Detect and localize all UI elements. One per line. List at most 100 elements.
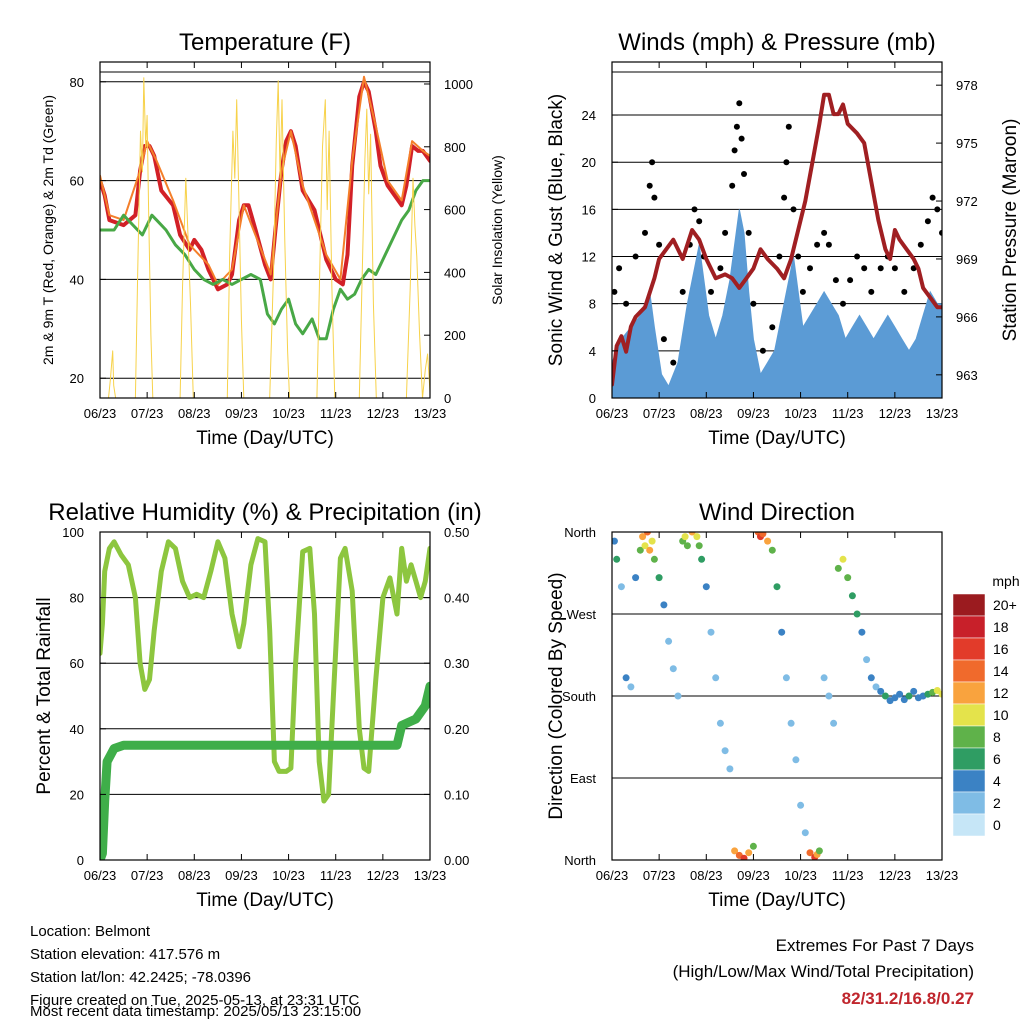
winds-series-1-point [840,300,846,307]
winds-series-1-point [717,265,724,272]
winds-series-1-point [623,300,630,307]
colorbar-swatch [952,725,986,749]
colorbar-label: 8 [993,729,1001,745]
colorbar-label: 20+ [993,597,1017,613]
direction-point [792,756,800,764]
winds-series-1-point [612,288,618,295]
colorbar-swatch [952,659,986,683]
direction-point [613,555,621,563]
winds-series-1-point [891,265,898,272]
humidity-y-tick-label: 20 [70,787,84,802]
direction-point [848,592,856,600]
extremes-subtitle: (High/Low/Max Wind/Total Precipitation) [672,962,974,981]
direction-point [726,765,734,773]
direction-x-tick-label: 07/23 [643,868,676,883]
winds-series-1-point [783,159,790,166]
humidity-x-tick-label: 13/23 [414,868,447,883]
direction-point [731,847,739,855]
winds-y2-tick-label: 966 [956,310,978,325]
direction-point [655,574,663,582]
winds-series-1-point [741,171,747,177]
direction-point [707,628,715,636]
winds-series-1-point [861,265,868,272]
winds-y-tick-label: 24 [582,108,596,123]
direction-point [636,546,644,554]
winds-y-tick-label: 0 [589,391,596,406]
winds-series-1-point [722,229,729,236]
direction-point [669,665,677,673]
temperature-y-tick-label: 60 [70,174,84,189]
winds-y-tick-label: 16 [582,202,596,217]
direction-point [867,674,875,682]
winds-y2-tick-label: 972 [956,194,978,209]
winds-series-1-point [656,241,663,248]
info-latlon: Station lat/lon: 42.2425; -78.0396 [30,969,252,986]
direction-point [745,849,753,857]
winds-series-1-point [785,123,792,130]
winds-series-1-point [670,359,677,366]
winds-series-1-point [776,253,783,260]
winds-y-tick-label: 20 [582,155,596,170]
colorbar-label: 0 [993,817,1001,833]
colorbar-label: 12 [993,685,1009,701]
direction-point [877,687,885,695]
winds-series-1-point [750,300,757,307]
temperature-y-tick-label: 80 [70,75,84,90]
humidity-y2-tick-label: 0.30 [444,656,469,671]
colorbar-swatch [952,747,986,771]
direction-point [639,533,647,541]
winds-y-tick-label: 8 [589,297,596,312]
direction-point [844,574,852,582]
winds-series-1-point [736,100,743,107]
direction-point [863,656,871,664]
temperature-y2-axis-label: Solar Insolation (Yellow) [489,155,505,305]
info-created: Figure created on Tue, 2025-05-13, at 23… [30,992,360,1009]
colorbar-label: 18 [993,619,1009,635]
winds-y-tick-label: 12 [582,250,596,265]
humidity-y2-tick-label: 0.50 [444,525,469,540]
humidity-y2-tick-label: 0.00 [444,853,469,868]
winds-series-1-point [832,277,839,284]
colorbar-label: 16 [993,641,1009,657]
winds-series-1-point [790,206,797,213]
direction-point [881,692,889,700]
winds-series-2-line [612,92,942,387]
temperature-y2-tick-label: 600 [444,203,466,218]
winds-y2-tick-label: 978 [956,78,978,93]
direction-point [773,583,781,591]
winds-series-1-point [825,241,832,248]
humidity-y2-tick-label: 0.40 [444,591,469,606]
temperature-x-tick-label: 11/23 [320,406,352,421]
direction-point [681,533,689,541]
direction-point [830,719,838,727]
winds-y2-tick-label: 963 [956,368,978,383]
direction-point [787,719,795,727]
direction-point [665,637,673,645]
winds-series-1-point [934,206,941,213]
direction-y-tick-label: West [567,607,597,622]
colorbar-swatch [952,681,986,705]
humidity-x-tick-label: 06/23 [84,868,117,883]
humidity-series-0-line [100,536,430,804]
winds-series-1-point [696,218,703,225]
direction-panel: Wind Direction 06/23 07/23 08/23 09/23 10/23 1… [546,499,1020,911]
winds-x-tick-label: 07/23 [643,406,676,421]
direction-point [825,692,833,700]
temperature-x-tick-label: 06/23 [84,406,117,421]
direction-point [617,583,625,591]
temperature-frame [99,61,431,399]
winds-series-1-point [729,182,736,189]
direction-x-tick-label: 10/23 [784,868,817,883]
direction-point [643,532,651,536]
winds-series-0-area [612,209,942,398]
temperature-x-tick-label: 13/23 [414,406,447,421]
temperature-series-1-line [100,75,430,286]
direction-x-axis-label: Time (Day/UTC) [708,890,846,911]
colorbar-swatch [952,769,986,793]
direction-x-tick-label: 11/23 [832,868,864,883]
winds-series-1-point [691,206,698,213]
winds-x-tick-label: 06/23 [596,406,629,421]
winds-x-tick-label: 13/23 [926,406,959,421]
winds-series-1-point [733,123,740,130]
winds-series-1-point [651,194,658,201]
